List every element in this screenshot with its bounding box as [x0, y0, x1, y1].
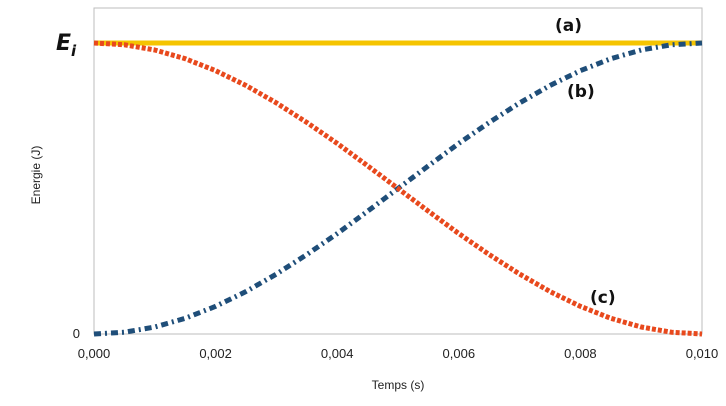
y-level-label-main: E [56, 31, 71, 56]
x-axis-title: Temps (s) [372, 378, 425, 392]
y-axis-title: Energie (J) [29, 146, 43, 205]
series-label-a: (a) [555, 16, 582, 36]
x-tick-label: 0,000 [78, 346, 111, 361]
x-tick-label: 0,006 [443, 346, 476, 361]
x-tick-label: 0,002 [199, 346, 232, 361]
y-tick-zero: 0 [73, 326, 80, 341]
y-level-label-sub: i [71, 42, 77, 60]
series-layer [93, 40, 703, 337]
x-tick-label: 0,004 [321, 346, 354, 361]
tick-layer: 0,000 0,002 0,004 0,006 0,008 0,010 [78, 346, 719, 361]
series-label-b: (b) [567, 82, 595, 102]
x-tick-label: 0,008 [564, 346, 597, 361]
series-line-c [93, 40, 703, 337]
y-level-label: Ei [56, 31, 77, 60]
x-tick-label: 0,010 [686, 346, 719, 361]
series-label-c: (c) [590, 288, 616, 308]
